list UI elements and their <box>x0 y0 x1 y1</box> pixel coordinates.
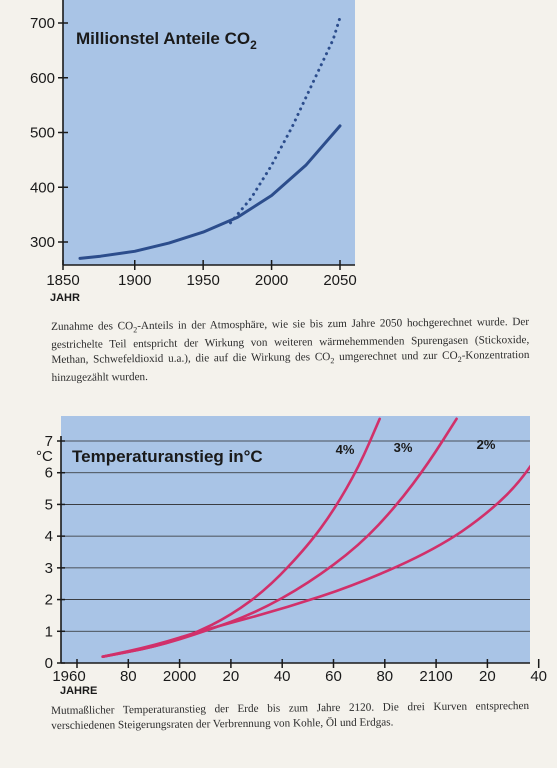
co2-y-tick-label: 600 <box>30 70 55 87</box>
temperature-y-tick-label: 4 <box>45 528 53 545</box>
temperature-x-tick-label: 2100 <box>419 668 452 685</box>
co2-x-tick-label: 1950 <box>186 272 219 289</box>
temperature-chart: 0 1 2 3 4 5 6 7 1960 80 2000 20 40 60 80 2100 20 40 4% 3% 2… <box>36 416 547 697</box>
temperature-chart-title: Temperaturanstieg in°C <box>72 447 263 466</box>
temperature-x-tick-label: 80 <box>120 668 137 685</box>
temperature-x-tick-label: 40 <box>530 668 547 685</box>
co2-y-tick-label: 400 <box>30 179 55 196</box>
temperature-x-tick-label: 1960 <box>52 668 85 685</box>
co2-y-tick-label: 300 <box>30 234 55 251</box>
temperature-x-tick-label: 20 <box>479 668 496 685</box>
temperature-y-tick-label: 3 <box>45 560 53 577</box>
co2-y-tick-label: 500 <box>30 125 55 142</box>
temperature-x-tick-label: 20 <box>223 668 240 685</box>
temperature-chart-background <box>61 416 530 663</box>
co2-dotted-series <box>229 16 342 225</box>
temperature-series-label: 2% <box>477 437 496 452</box>
temperature-chart-ylabel: °C <box>36 448 53 465</box>
temperature-y-tick-label: 5 <box>45 496 53 513</box>
co2-chart-xlabel: JAHR <box>50 292 80 304</box>
temperature-series-label: 3% <box>394 440 413 455</box>
co2-chart-title: Millionstel Anteile CO2 <box>76 29 257 52</box>
temperature-y-tick-label: 1 <box>45 623 53 640</box>
temperature-y-tick-label: 7 <box>45 433 53 450</box>
temperature-x-tick-label: 80 <box>376 668 393 685</box>
temperature-chart-caption: Mutmaßlicher Temperaturanstieg der Erde … <box>51 699 530 732</box>
temperature-series-line <box>101 464 530 658</box>
temperature-x-tick-label: 60 <box>325 668 342 685</box>
temperature-chart-xlabel: JAHRE <box>60 685 97 697</box>
co2-chart: 300 400 500 600 700 1850 1900 1950 2000 2050 Mill… <box>30 0 357 304</box>
temperature-y-tick-label: 0 <box>45 655 53 672</box>
co2-x-tick-label: 1850 <box>46 272 79 289</box>
temperature-y-tick-label: 6 <box>45 465 53 482</box>
co2-chart-background <box>63 0 355 265</box>
co2-y-tick-label: 700 <box>30 15 55 32</box>
temperature-x-tick-label: 40 <box>274 668 291 685</box>
co2-x-tick-label: 2000 <box>255 272 288 289</box>
temperature-x-tick-label: 2000 <box>163 668 196 685</box>
co2-solid-series <box>78 124 342 260</box>
co2-chart-caption: Zunahme des CO2-Anteils in der Atmosphär… <box>51 315 530 385</box>
temperature-y-tick-label: 2 <box>45 592 53 609</box>
temperature-series-label: 4% <box>336 442 355 457</box>
co2-x-tick-label: 1900 <box>118 272 151 289</box>
co2-x-tick-label: 2050 <box>323 272 356 289</box>
